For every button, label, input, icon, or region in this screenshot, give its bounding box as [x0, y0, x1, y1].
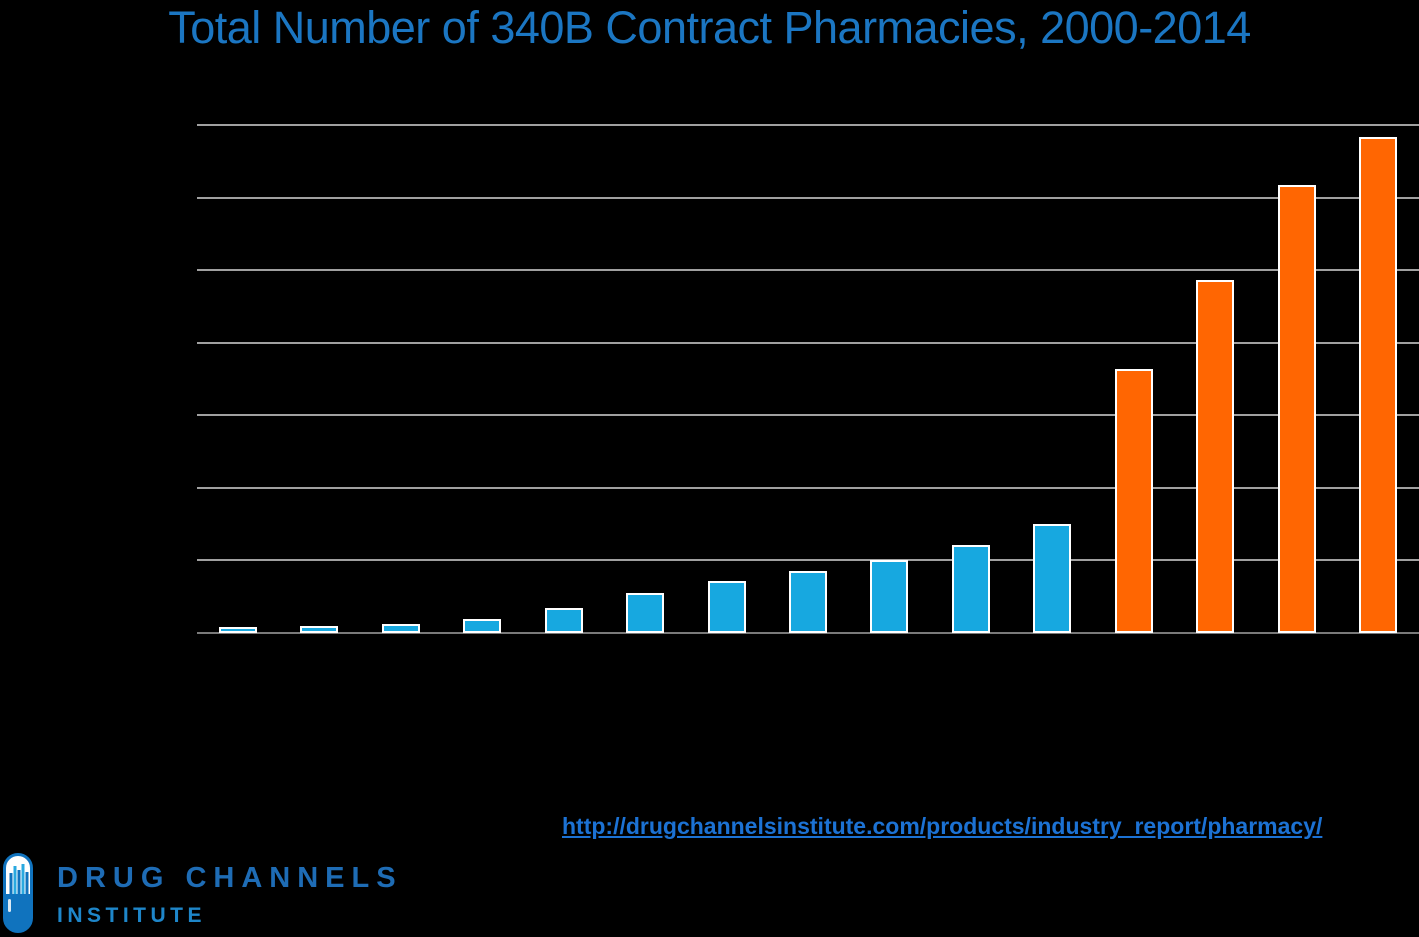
- gridline: [197, 196, 1419, 199]
- source-link[interactable]: http://drugchannelsinstitute.com/product…: [562, 813, 1323, 839]
- gridline: [197, 559, 1419, 562]
- x-axis-line: [197, 632, 1419, 634]
- bar-2009: [951, 545, 990, 633]
- bar-2007: [789, 570, 827, 633]
- logo-institute-label: INSTITUTE: [57, 904, 206, 927]
- bar-2004: [544, 607, 583, 633]
- gridline: [197, 486, 1419, 489]
- bar-2000: [218, 627, 257, 633]
- gridline: [197, 269, 1419, 272]
- bar-2003: [463, 618, 502, 633]
- gridline: [197, 341, 1419, 344]
- logo-drug-channels-label: DRUG CHANNELS: [57, 862, 403, 894]
- drug-channels-logo: DRUG CHANNELS INSTITUTE: [3, 853, 403, 933]
- bar-2012: [1196, 280, 1235, 633]
- logo-text: DRUG CHANNELS INSTITUTE: [57, 853, 403, 927]
- gridline: [197, 414, 1419, 417]
- chart-title: Total Number of 340B Contract Pharmacies…: [168, 2, 1251, 53]
- bar-2011: [1114, 368, 1153, 633]
- bar-2001: [300, 625, 339, 633]
- bar-2013: [1277, 185, 1316, 633]
- bar-2006: [707, 580, 746, 633]
- capsule-bar-chart-icon: [3, 853, 33, 933]
- bar-2005: [626, 593, 665, 633]
- bar-2010: [1033, 524, 1072, 633]
- plot-area: [197, 124, 1419, 634]
- gridline: [197, 124, 1419, 126]
- bar-2002: [381, 623, 420, 633]
- bar-2008: [870, 559, 909, 633]
- bar-2014: [1359, 136, 1398, 633]
